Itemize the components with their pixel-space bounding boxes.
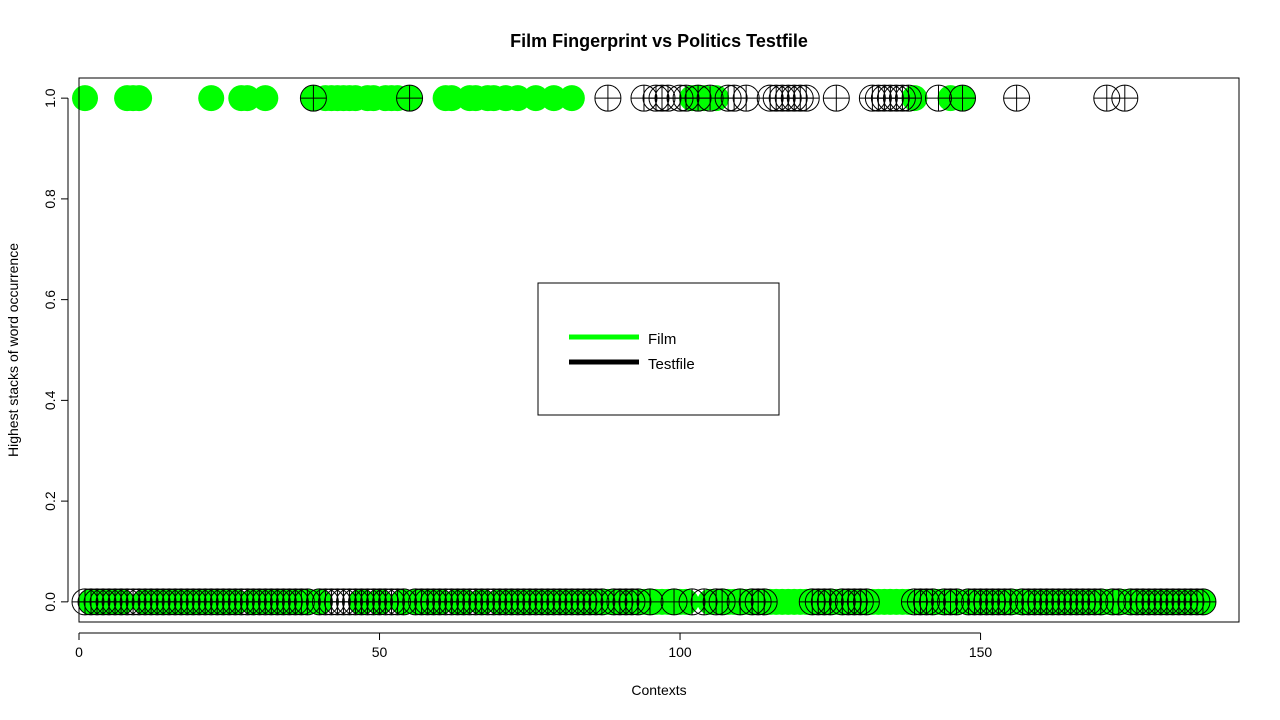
film-point [540, 85, 567, 112]
y-tick-label: 0.2 [42, 491, 58, 511]
points-layer [71, 84, 1217, 616]
x-axis: 0 50 100 150 [75, 632, 993, 660]
y-axis: 0.0 0.2 0.4 0.6 0.8 1.0 [42, 88, 69, 612]
testfile-point [1003, 84, 1031, 112]
testfile-point [594, 84, 622, 112]
testfile-point [299, 84, 327, 112]
y-tick-label: 0.8 [42, 189, 58, 209]
film-point [234, 85, 261, 112]
testfile-point [396, 84, 424, 112]
y-axis-title: Highest stacks of word occurrence [5, 243, 21, 457]
film-point [72, 85, 99, 112]
testfile-point [822, 84, 850, 112]
y-tick-label: 0.6 [42, 290, 58, 310]
x-tick-label: 100 [668, 644, 692, 660]
legend-testfile-label: Testfile [648, 356, 695, 373]
legend-film-label: Film [648, 331, 676, 348]
testfile-point [894, 84, 922, 112]
film-point [522, 85, 549, 112]
x-tick-label: 0 [75, 644, 83, 660]
testfile-point [636, 588, 664, 616]
x-tick-label: 50 [372, 644, 388, 660]
testfile-point [792, 84, 820, 112]
y-tick-label: 1.0 [42, 88, 58, 108]
film-point [558, 85, 585, 112]
x-axis-title: Contexts [631, 682, 686, 698]
testfile-point [924, 84, 952, 112]
testfile-point [732, 84, 760, 112]
testfile-point [1189, 588, 1217, 616]
series-testfile [71, 84, 1217, 616]
chart-title: Film Fingerprint vs Politics Testfile [510, 31, 808, 51]
film-point [198, 85, 225, 112]
film-point [252, 85, 279, 112]
legend-box [537, 282, 780, 416]
testfile-point [949, 84, 977, 112]
film-point [126, 85, 153, 112]
testfile-point [1111, 84, 1139, 112]
film-point [504, 85, 531, 112]
legend: Film Testfile [537, 282, 780, 416]
y-tick-label: 0.4 [42, 390, 58, 410]
y-tick-label: 0.0 [42, 592, 58, 612]
film-point [438, 85, 465, 112]
testfile-point [852, 588, 880, 616]
testfile-point [750, 588, 778, 616]
plot-area-border [78, 77, 1240, 623]
x-tick-label: 150 [969, 644, 993, 660]
